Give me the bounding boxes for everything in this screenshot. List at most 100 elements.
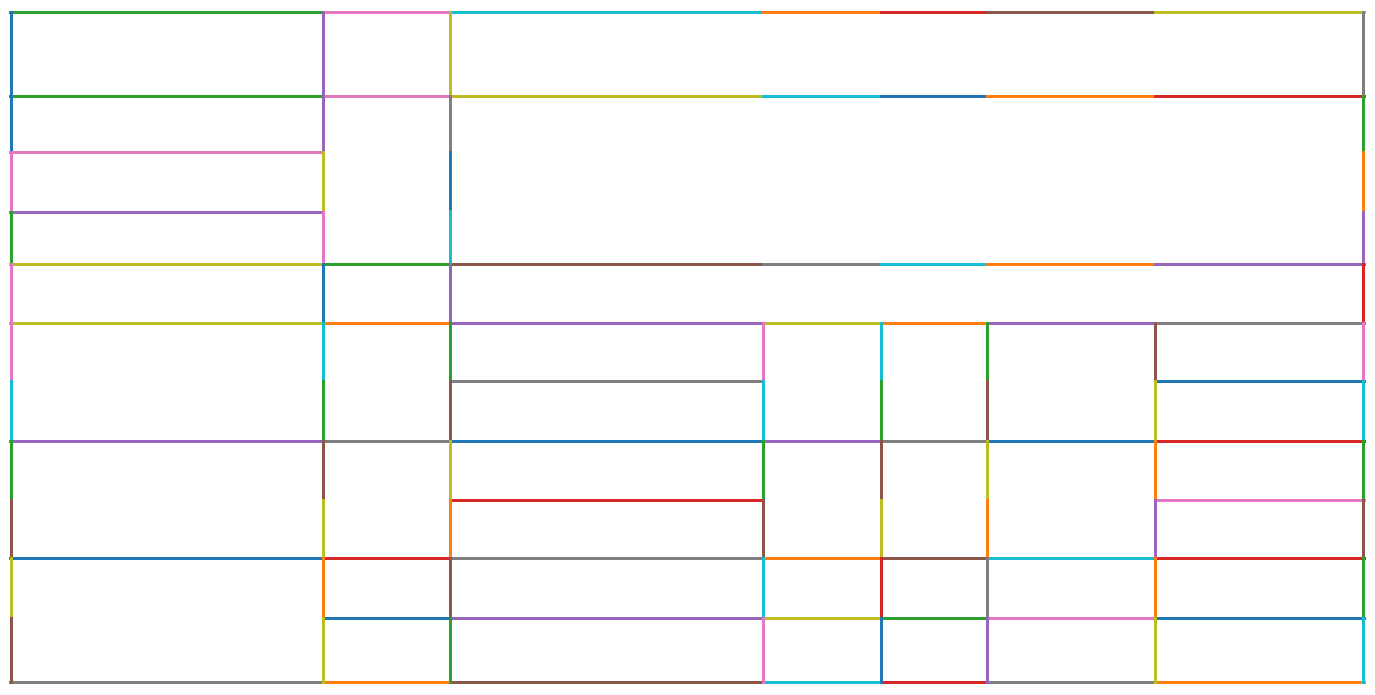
h-line-segment-blue	[1153, 379, 1366, 383]
h-line-segment-purple	[8, 439, 325, 443]
h-line-segment-orange	[321, 321, 452, 325]
h-line-segment-gray	[321, 439, 452, 443]
h-line-segment-purple	[985, 321, 1157, 325]
v-line-segment-cyan	[761, 556, 765, 620]
h-line-segment-olive	[1153, 10, 1366, 14]
v-line-segment-green	[985, 321, 989, 383]
v-line-segment-olive	[321, 616, 325, 684]
v-line-segment-green	[321, 379, 325, 443]
v-line-segment-gray	[1361, 10, 1365, 98]
h-line-segment-pink	[321, 94, 452, 98]
h-line-segment-cyan	[761, 94, 883, 98]
v-line-segment-purple	[985, 616, 989, 684]
h-line-segment-pink	[985, 616, 1157, 620]
v-line-segment-red	[1361, 262, 1365, 325]
v-line-segment-brown	[448, 379, 452, 443]
h-line-segment-orange	[879, 321, 989, 325]
v-line-segment-blue	[448, 150, 452, 213]
v-line-segment-pink	[1361, 321, 1365, 383]
h-line-segment-green	[8, 94, 325, 98]
h-line-segment-blue	[8, 556, 325, 560]
v-line-segment-brown	[761, 498, 765, 560]
v-line-segment-brown	[985, 379, 989, 443]
h-line-segment-blue	[448, 439, 765, 443]
h-line-segment-cyan	[985, 556, 1157, 560]
h-line-segment-olive	[761, 321, 883, 325]
v-line-segment-green	[1361, 439, 1365, 502]
v-line-segment-pink	[9, 150, 13, 214]
v-line-segment-brown	[1361, 498, 1365, 560]
h-line-segment-gray	[8, 680, 325, 684]
h-line-segment-orange	[985, 262, 1157, 266]
v-line-segment-pink	[321, 210, 325, 266]
v-line-segment-cyan	[1361, 379, 1365, 443]
h-line-segment-pink	[321, 10, 452, 14]
v-line-segment-blue	[879, 616, 883, 684]
h-line-segment-red	[1153, 94, 1366, 98]
v-line-segment-orange	[448, 498, 452, 560]
h-line-segment-blue	[321, 616, 452, 620]
v-line-segment-purple	[1153, 498, 1157, 560]
v-line-segment-red	[879, 556, 883, 620]
v-line-segment-olive	[321, 150, 325, 214]
h-line-segment-purple	[8, 210, 325, 214]
h-line-segment-cyan	[761, 680, 883, 684]
h-line-segment-red	[321, 556, 452, 560]
h-line-segment-purple	[448, 321, 765, 325]
h-line-segment-cyan	[448, 10, 765, 14]
v-line-segment-olive	[448, 439, 452, 502]
h-line-segment-olive	[8, 321, 325, 325]
h-line-segment-orange	[761, 556, 883, 560]
v-line-segment-brown	[879, 439, 883, 502]
v-line-segment-blue	[321, 262, 325, 325]
h-line-segment-red	[1153, 556, 1366, 560]
v-line-segment-olive	[1153, 379, 1157, 443]
v-line-segment-orange	[1361, 150, 1365, 214]
v-line-segment-orange	[1153, 556, 1157, 620]
v-line-segment-olive	[9, 556, 13, 620]
v-line-segment-orange	[1153, 439, 1157, 502]
v-line-segment-green	[1361, 94, 1365, 154]
h-line-segment-brown	[879, 556, 989, 560]
v-line-segment-gray	[985, 556, 989, 620]
h-line-segment-olive	[761, 616, 883, 620]
h-line-segment-olive	[448, 94, 765, 98]
v-line-segment-cyan	[761, 379, 765, 443]
v-line-segment-cyan	[9, 379, 13, 443]
h-line-segment-purple	[448, 616, 765, 620]
h-line-segment-gray	[985, 680, 1157, 684]
v-line-segment-cyan	[1361, 616, 1365, 684]
h-line-segment-green	[8, 10, 325, 14]
h-line-segment-gray	[448, 379, 765, 383]
h-line-segment-orange	[761, 10, 883, 14]
v-line-segment-brown	[1153, 321, 1157, 383]
h-line-segment-brown	[448, 262, 765, 266]
v-line-segment-olive	[321, 498, 325, 560]
v-line-segment-blue	[9, 10, 13, 154]
v-line-segment-purple	[321, 10, 325, 154]
h-line-segment-blue	[879, 94, 989, 98]
v-line-segment-olive	[879, 498, 883, 560]
h-line-segment-gray	[761, 262, 883, 266]
v-line-segment-cyan	[879, 321, 883, 383]
h-line-segment-blue	[1153, 616, 1366, 620]
v-line-segment-pink	[9, 262, 13, 383]
v-line-segment-brown	[321, 439, 325, 502]
v-line-segment-olive	[448, 10, 452, 98]
v-line-segment-green	[448, 321, 452, 383]
v-line-segment-purple	[448, 262, 452, 325]
h-line-segment-red	[879, 680, 989, 684]
h-line-segment-red	[879, 10, 989, 14]
h-line-segment-orange	[985, 94, 1157, 98]
v-line-segment-pink	[761, 321, 765, 383]
h-line-segment-pink	[8, 150, 325, 154]
v-line-segment-orange	[321, 556, 325, 620]
h-line-segment-purple	[761, 439, 883, 443]
h-line-segment-green	[321, 262, 452, 266]
v-line-segment-brown	[9, 616, 13, 684]
h-line-segment-red	[1153, 439, 1366, 443]
v-line-segment-brown	[448, 556, 452, 620]
v-line-segment-olive	[985, 439, 989, 502]
h-line-segment-blue	[985, 439, 1157, 443]
